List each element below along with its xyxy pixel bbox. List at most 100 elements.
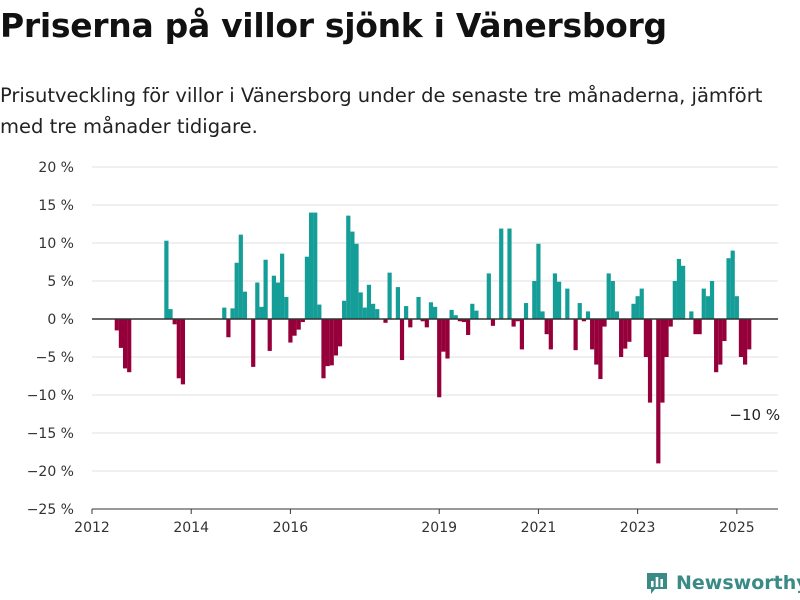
bar [350,231,355,319]
bar [362,307,367,319]
x-tick-label: 2025 [719,520,755,536]
bar [614,311,620,319]
bar [242,291,248,319]
bar [701,288,706,319]
bar [681,265,686,319]
brand-name: Newsworthy [676,572,800,594]
bar [284,296,289,319]
bar [573,319,578,351]
bar [722,319,727,342]
bar [172,319,177,325]
bar [734,296,739,319]
bar [292,319,297,336]
bar [499,228,504,319]
chart-title: Priserna på villor sjönk i Vänersborg [0,6,667,45]
bar [664,319,669,357]
y-tick-label: 20 % [38,160,74,176]
bar [300,319,305,323]
bar [705,296,711,319]
y-tick-label: 10 % [38,236,74,252]
bar [581,319,587,322]
bar [127,319,132,373]
bar [445,319,450,359]
bar [308,212,314,319]
x-tick-label: 2023 [620,520,656,536]
bar [532,281,537,319]
bar [631,303,636,319]
y-tick-label: −15 % [27,426,74,442]
x-tick-label: 2016 [273,520,309,536]
bar [296,319,301,330]
bar [602,319,607,327]
bar-chart-logo-icon [647,573,667,594]
bar [234,262,239,319]
bar [565,288,570,319]
bar [544,319,549,335]
bar [718,319,723,365]
bar [610,281,615,319]
bar [371,303,376,319]
bar [420,319,425,322]
bar [399,319,405,361]
bar [540,311,545,319]
bar [259,306,264,319]
bar [548,319,553,350]
bar [321,319,326,379]
bar [647,319,653,403]
bar [606,273,611,319]
bar [453,315,458,319]
bar [449,309,454,319]
bar [346,215,351,319]
y-tick-label: 5 % [47,274,74,290]
bar [598,319,603,380]
bar [577,303,582,319]
bar [317,304,322,319]
bar [457,319,462,322]
axes [92,318,778,510]
bar [747,319,752,350]
y-tick-label: 0 % [47,312,74,328]
bar [590,319,595,350]
bar [354,243,359,319]
bar [267,319,272,351]
bar [168,309,173,319]
bar [280,253,285,319]
bar [668,319,673,327]
y-tick-label: −25 % [27,502,74,518]
bar [387,272,392,319]
bar [416,296,421,319]
bar [714,319,719,373]
x-tick-label: 2021 [521,520,557,536]
bar [329,319,334,366]
bar [251,319,256,367]
bar [519,319,524,350]
bar [383,319,388,323]
bar [180,319,186,385]
bar [730,250,735,319]
chart-subtitle: Prisutveckling för villor i Vänersborg u… [0,84,763,138]
x-tick-label: 2014 [173,520,209,536]
bar [660,319,665,403]
bar [222,307,227,319]
bar [709,281,715,319]
y-tick-label: 15 % [38,198,74,214]
bar [635,296,640,319]
bar [672,281,677,319]
bar [118,319,124,348]
bar [557,281,562,319]
bar [585,311,591,319]
bar [114,319,119,331]
bar [511,319,516,327]
bar [697,319,702,335]
bar [333,319,338,356]
bar [255,282,260,319]
bars [114,212,752,464]
bar [639,288,644,319]
bar [358,292,363,319]
bar [490,319,496,326]
bar [263,259,268,319]
bar [238,234,243,319]
bar [619,319,624,357]
y-axis-ticks: 20 % 15 % 10 % 5 % 0 % −5 % −10 % −15 % −20 % −25… [27,160,74,518]
bar [676,258,682,319]
